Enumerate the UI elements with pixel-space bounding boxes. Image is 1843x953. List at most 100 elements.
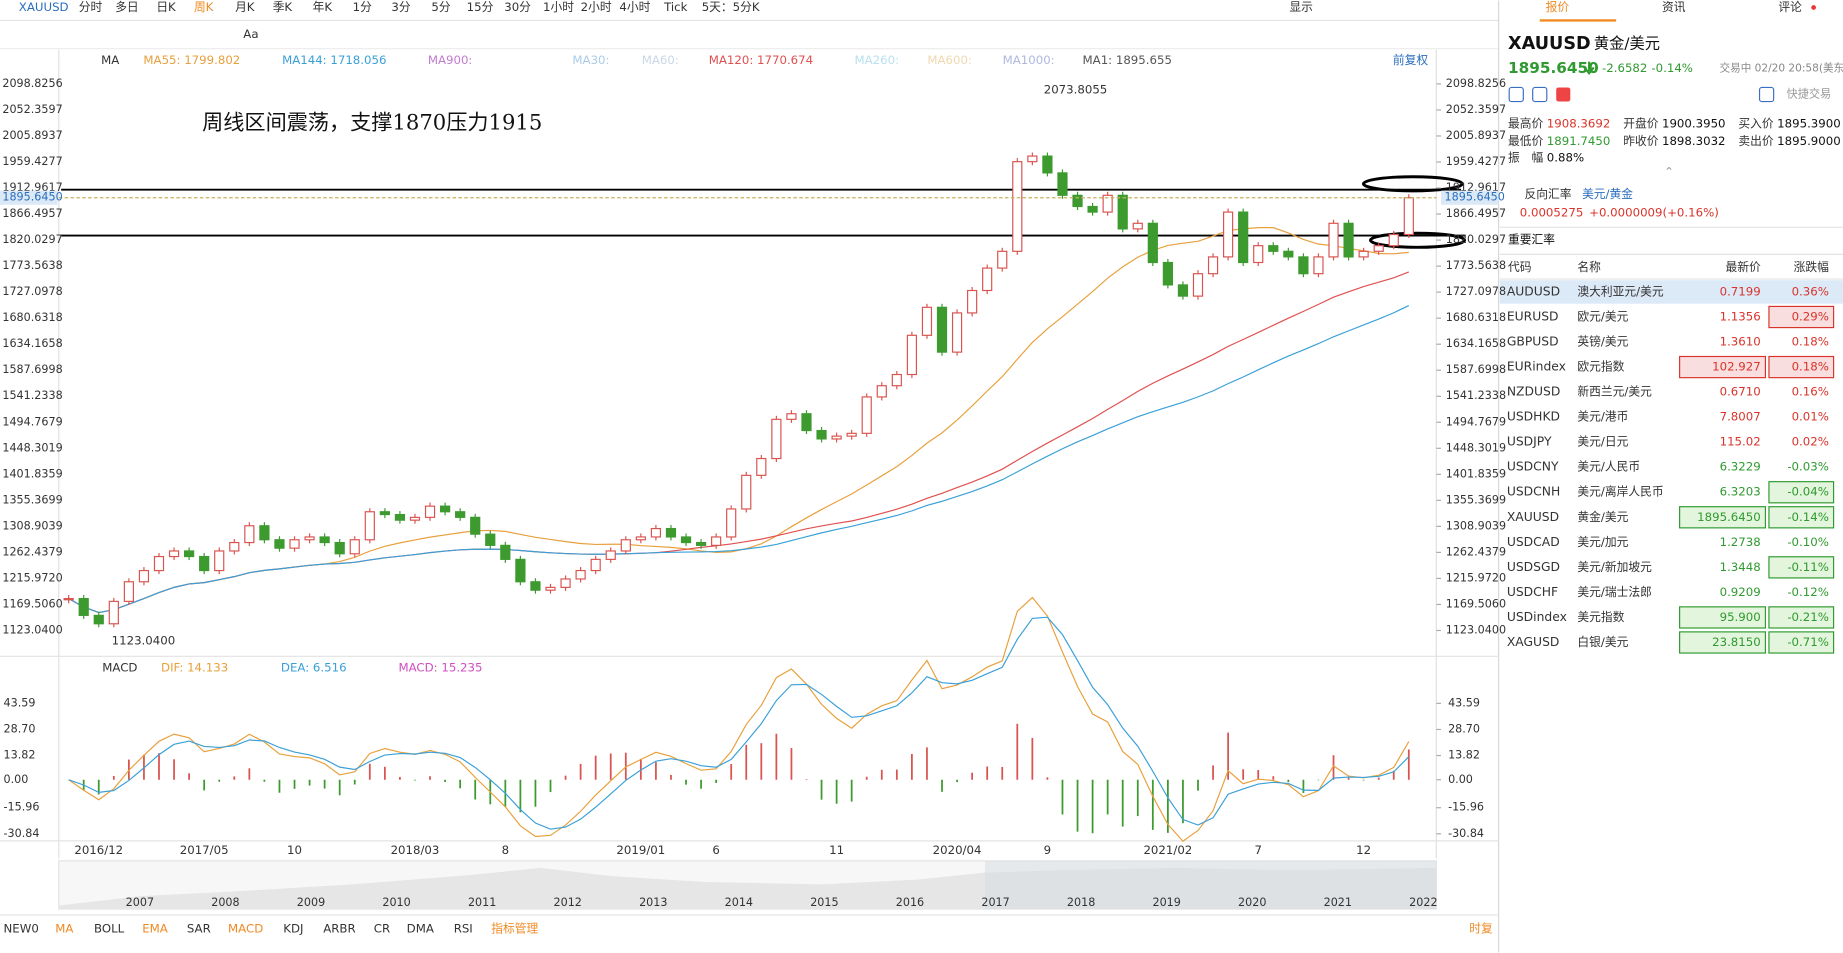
indicator-name[interactable]: MACD xyxy=(102,661,137,675)
icon[interactable] xyxy=(1532,86,1548,103)
legend-entry[interactable]: MA260: xyxy=(855,53,900,67)
legend-entry[interactable]: MA1000: xyxy=(1003,53,1055,67)
legend-entry[interactable]: MA30: xyxy=(572,53,609,67)
indicator-tab[interactable]: KDJ xyxy=(283,922,303,936)
row-code[interactable]: XAGUSD xyxy=(1507,635,1560,649)
row-name[interactable]: 新西兰元/美元 xyxy=(1577,385,1652,399)
indicator-tab[interactable]: CR xyxy=(374,922,390,936)
period-tab[interactable]: 1小时 xyxy=(543,0,574,14)
row-name[interactable]: 美元/人民币 xyxy=(1577,460,1640,474)
legend-entry[interactable]: MACD: 15.235 xyxy=(398,661,482,675)
row-name[interactable]: 美元/日元 xyxy=(1577,435,1628,449)
table-header[interactable]: 涨跌幅 xyxy=(1794,260,1830,274)
table-header[interactable]: 最新价 xyxy=(1725,260,1760,274)
row-code[interactable]: USDJPY xyxy=(1507,435,1552,449)
indicator-tab[interactable]: NEW0 xyxy=(4,922,39,936)
candle xyxy=(997,250,1008,269)
x-tick-label: 10 xyxy=(287,843,302,857)
row-code[interactable]: USDindex xyxy=(1507,610,1567,624)
row-code[interactable]: USDCAD xyxy=(1507,535,1560,549)
row-name[interactable]: 美元/加元 xyxy=(1577,535,1628,549)
indicator-name[interactable]: MA xyxy=(101,53,119,67)
legend-entry[interactable]: MA60: xyxy=(642,53,679,67)
period-tab[interactable]: 周K xyxy=(194,0,214,14)
period-tab[interactable]: 4小时 xyxy=(619,0,650,14)
period-tab[interactable]: 5天：5分K xyxy=(702,0,760,14)
row-code[interactable]: AUDUSD xyxy=(1507,284,1560,298)
row-code[interactable]: NZDUSD xyxy=(1507,385,1561,399)
icon[interactable] xyxy=(1508,86,1524,103)
row-code[interactable]: EURindex xyxy=(1507,360,1566,374)
row-name[interactable]: 英镑/美元 xyxy=(1577,335,1628,349)
indicator-tab[interactable]: BOLL xyxy=(94,922,125,936)
indicator-tab[interactable]: 指标管理 xyxy=(491,922,538,936)
row-code[interactable]: USDHKD xyxy=(1507,410,1560,424)
row-code[interactable]: EURUSD xyxy=(1507,310,1559,324)
quick-trade[interactable]: 快捷交易 xyxy=(1787,87,1832,101)
period-tab[interactable]: 5分 xyxy=(431,0,450,14)
row-name[interactable]: 美元/港币 xyxy=(1577,410,1628,424)
display-menu[interactable]: 显示 xyxy=(1289,0,1313,14)
period-tab[interactable]: 2小时 xyxy=(581,0,612,14)
candle xyxy=(123,581,134,602)
symbol[interactable]: XAUUSD xyxy=(19,0,69,14)
period-tab[interactable]: 分时 xyxy=(79,0,103,14)
row-name[interactable]: 欧元/美元 xyxy=(1577,310,1628,324)
legend-entry[interactable]: MA120: 1770.674 xyxy=(709,53,813,67)
restore-mode[interactable]: 前复权 xyxy=(1393,53,1428,67)
indicator-tab[interactable]: ARBR xyxy=(323,922,355,936)
stat-value: 1895.3900 xyxy=(1777,116,1841,130)
panel-tab[interactable]: 评论 xyxy=(1778,0,1802,14)
row-name[interactable]: 黄金/美元 xyxy=(1577,510,1628,524)
time-restore[interactable]: 时复 xyxy=(1469,922,1493,936)
indicator-tab[interactable]: RSI xyxy=(454,922,473,936)
row-code[interactable]: USDCNH xyxy=(1507,485,1560,499)
icon[interactable] xyxy=(1758,86,1775,103)
row-code[interactable]: USDSGD xyxy=(1507,560,1560,574)
row-name[interactable]: 美元指数 xyxy=(1577,610,1624,624)
period-tab[interactable]: 多日 xyxy=(115,0,139,14)
row-code[interactable]: USDCHF xyxy=(1507,585,1558,599)
indicator-tab[interactable]: EMA xyxy=(142,922,168,936)
row-name[interactable]: 欧元指数 xyxy=(1577,360,1624,374)
row-code[interactable]: USDCNY xyxy=(1507,460,1559,474)
legend-entry[interactable]: MA600: xyxy=(927,53,972,67)
indicator-tab[interactable]: SAR xyxy=(187,922,211,936)
period-tab[interactable]: 30分 xyxy=(504,0,531,14)
period-tab[interactable]: 1分 xyxy=(353,0,372,14)
row-name[interactable]: 澳大利亚元/美元 xyxy=(1577,284,1663,298)
panel-tab[interactable]: 资讯 xyxy=(1662,0,1686,14)
row-code[interactable]: XAUUSD xyxy=(1507,510,1559,524)
period-tab[interactable]: 月K xyxy=(235,0,255,14)
period-tab[interactable]: 3分 xyxy=(391,0,410,14)
period-tab[interactable]: 季K xyxy=(273,0,293,14)
drawn-ellipse[interactable] xyxy=(1361,175,1464,193)
row-name[interactable]: 美元/离岸人民币 xyxy=(1577,485,1663,499)
legend-entry[interactable]: MA55: 1799.802 xyxy=(143,53,240,67)
row-name[interactable]: 美元/瑞士法郎 xyxy=(1577,585,1651,599)
period-tab[interactable]: 日K xyxy=(156,0,176,14)
period-tab[interactable]: 15分 xyxy=(467,0,494,14)
x-tick-label: 2020/04 xyxy=(933,843,982,857)
collapse[interactable]: ⌃ xyxy=(1664,165,1674,179)
legend-entry[interactable]: DIF: 14.133 xyxy=(161,661,228,675)
row-name[interactable]: 美元/新加坡元 xyxy=(1577,560,1652,574)
indicator-tab[interactable]: MACD xyxy=(228,922,263,936)
legend-entry[interactable]: MA1: 1895.655 xyxy=(1083,53,1172,67)
x-tick-label: 12 xyxy=(1356,843,1371,857)
legend-entry[interactable]: MA900: xyxy=(428,53,473,67)
legend-entry[interactable]: MA144: 1718.056 xyxy=(282,53,386,67)
icon[interactable] xyxy=(1556,87,1571,102)
indicator-tab[interactable]: DMA xyxy=(407,922,434,936)
row-code[interactable]: GBPUSD xyxy=(1507,335,1559,349)
reverse-pair[interactable]: 美元/黄金 xyxy=(1582,187,1633,201)
legend-entry[interactable]: DEA: 6.516 xyxy=(281,661,347,675)
navigator-window[interactable] xyxy=(984,860,1437,910)
row-name[interactable]: 白银/美元 xyxy=(1577,635,1628,649)
text-tool[interactable]: Aa xyxy=(243,27,258,41)
period-tab[interactable]: Tick xyxy=(663,0,688,14)
period-tab[interactable]: 年K xyxy=(313,0,333,14)
panel-tab[interactable]: 报价 xyxy=(1546,0,1570,14)
indicator-tab[interactable]: MA xyxy=(55,922,73,936)
drawn-ellipse[interactable] xyxy=(1369,231,1466,249)
